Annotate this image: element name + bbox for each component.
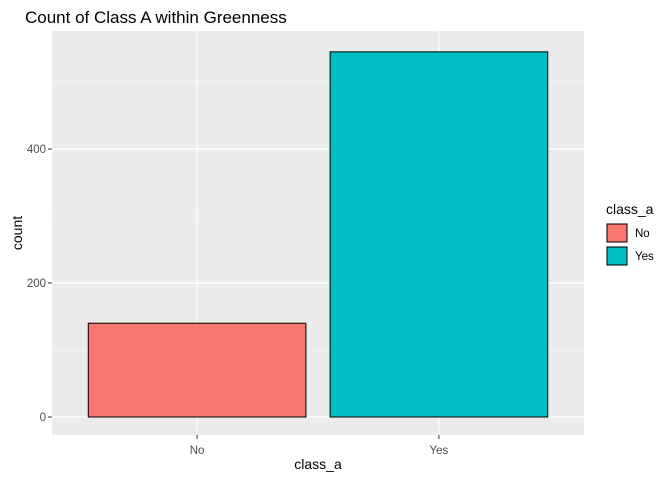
x-axis-title: class_a	[294, 456, 342, 472]
chart-title: Count of Class A within Greenness	[25, 8, 287, 27]
legend-title: class_a	[606, 201, 654, 217]
legend: class_a No Yes	[606, 201, 654, 266]
bars	[87, 51, 549, 418]
y-axis-ticks: 0 200 400	[27, 144, 52, 424]
legend-swatch-no	[606, 223, 628, 243]
bar-no	[87, 322, 307, 418]
x-tick-label: Yes	[430, 445, 449, 457]
y-axis-title: count	[9, 216, 25, 250]
legend-label-no: No	[635, 228, 650, 240]
y-tick-label: 0	[40, 412, 46, 424]
y-tick-label: 400	[27, 144, 46, 156]
y-tick-label: 200	[27, 278, 46, 290]
x-axis-ticks: No Yes	[190, 435, 449, 457]
x-tick-label: No	[190, 445, 205, 457]
legend-swatch-yes	[606, 246, 628, 266]
bar-yes	[329, 51, 549, 418]
legend-label-yes: Yes	[635, 251, 654, 263]
